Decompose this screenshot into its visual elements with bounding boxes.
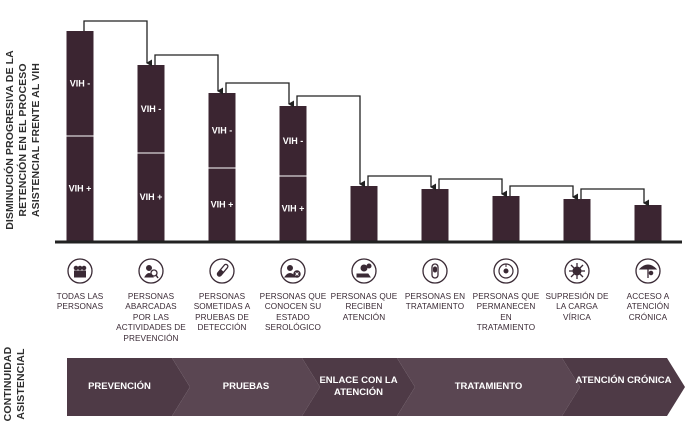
hand-care-icon <box>351 258 377 284</box>
category-label: TODAS LAS PERSONAS <box>56 292 104 312</box>
segment-label-pos: VIH + <box>69 184 92 194</box>
people-icon <box>67 258 93 284</box>
search-person-icon <box>138 258 164 284</box>
category-label: PERSONAS QUE RECIBEN ATENCIÓN <box>330 292 398 322</box>
virus-icon <box>564 258 590 284</box>
test-tube-icon <box>209 258 235 284</box>
segment-label-neg: VIH - <box>212 126 233 136</box>
continuum-stage-label: ATENCIÓN CRÓNICA <box>575 375 672 386</box>
category-label: PERSONAS QUE CONOCEN SU ESTADO SEROLÓGIC… <box>259 292 327 333</box>
continuum-stage-1 <box>67 358 190 416</box>
bar-6 <box>421 189 449 241</box>
continuum-axis-title: CONTINUIDAD ASISTENCIAL <box>2 346 27 422</box>
segment-label-neg: VIH - <box>283 136 304 146</box>
category-label: ACCESO A ATENCIÓN CRÓNICA <box>626 292 670 322</box>
continuum-stage-label: PREVENCIÓN <box>88 381 151 392</box>
flow-arrow <box>296 95 365 188</box>
pill-icon <box>422 258 448 284</box>
flow-arrow <box>509 185 578 201</box>
continuum-stage-label: ENLACE CON LA ATENCIÓN <box>319 375 398 398</box>
flow-arrow <box>225 82 294 108</box>
bar-3 <box>208 93 236 241</box>
continuum-stage-4 <box>397 358 580 416</box>
continuum-stage-3 <box>302 358 415 416</box>
flow-arrow <box>438 178 507 198</box>
continuum-stage-label: PRUEBAS <box>222 381 270 392</box>
flow-arrow <box>154 54 223 95</box>
category-label: SUPRESIÓN DE LA CARGA VÍRICA <box>545 292 609 322</box>
flow-arrow <box>580 188 649 207</box>
continuum-stage-5 <box>562 358 685 416</box>
person-status-icon <box>280 258 306 284</box>
continuum-stage-2 <box>172 358 320 416</box>
flow-arrow <box>367 175 436 191</box>
category-label: PERSONAS SOMETIDAS A PRUEBAS DE DETECCIÓ… <box>193 292 251 333</box>
segment-label-pos: VIH + <box>140 192 163 202</box>
bar-8 <box>563 199 591 241</box>
clock-pill-icon <box>493 258 519 284</box>
flow-arrow <box>83 20 152 67</box>
bar-9 <box>634 205 662 241</box>
bar-5 <box>350 186 378 241</box>
segment-label-neg: VIH - <box>70 79 91 89</box>
category-label: PERSONAS QUE PERMANECEN EN TRATAMIENTO <box>472 292 540 333</box>
umbrella-person-icon <box>635 258 661 284</box>
continuum-stage-label: TRATAMIENTO <box>454 381 523 392</box>
category-label: PERSONAS EN TRATAMIENTO <box>404 292 466 312</box>
segment-label-pos: VIH + <box>282 204 305 214</box>
bar-4 <box>279 106 307 241</box>
category-label: PERSONAS ABARCADAS POR LAS ACTIVIDADES D… <box>116 292 186 343</box>
y-axis-title: DISMINUCIÓN PROGRESIVA DE LA RETENCIÓN E… <box>4 50 42 230</box>
segment-label-neg: VIH - <box>141 104 162 114</box>
segment-label-pos: VIH + <box>211 200 234 210</box>
bar-7 <box>492 196 520 241</box>
